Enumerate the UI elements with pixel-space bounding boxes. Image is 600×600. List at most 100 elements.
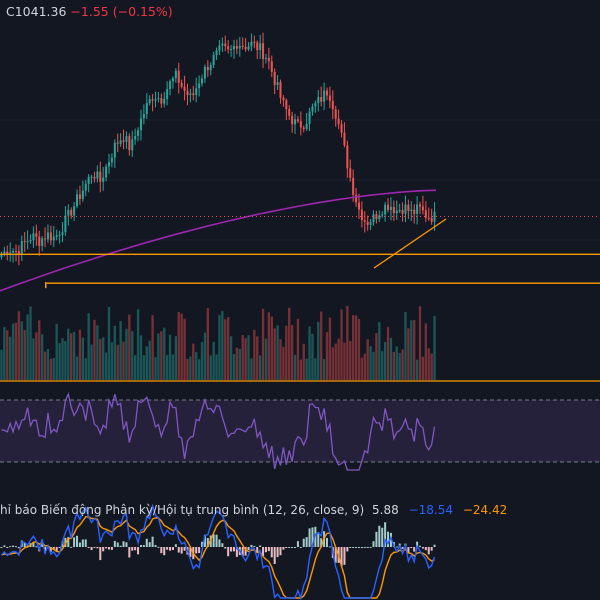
- macd-hist-32: [93, 546, 96, 548]
- macd-hist-92: [267, 547, 270, 552]
- volume-bar-138: [401, 349, 404, 380]
- candle-body-29: [84, 183, 87, 191]
- macd-hist-105: [305, 537, 308, 547]
- volume-bar-0: [0, 349, 3, 380]
- candle-body-104: [302, 127, 305, 129]
- volume-bar-68: [197, 359, 201, 380]
- candle-body-138: [401, 210, 404, 214]
- candle-body-24: [70, 209, 73, 216]
- candle-body-16: [46, 232, 49, 240]
- volume-bar-106: [308, 326, 311, 380]
- volume-bar-22: [64, 341, 67, 380]
- volume-bar-8: [23, 330, 26, 380]
- volume-bar-49: [142, 355, 146, 380]
- volume-bar-143: [415, 359, 419, 380]
- candle-body-127: [369, 222, 372, 225]
- candle-body-141: [410, 209, 413, 211]
- macd-hist-78: [227, 547, 230, 557]
- volume-bar-17: [49, 358, 53, 380]
- macd-hist-49: [142, 545, 145, 547]
- candle-body-96: [279, 82, 282, 98]
- macd-hist-2: [6, 547, 9, 548]
- macd-hist-50: [145, 538, 148, 547]
- volume-bar-18: [52, 358, 55, 380]
- macd-hist-125: [363, 547, 366, 548]
- candle-body-110: [320, 96, 323, 102]
- candle-body-144: [418, 204, 422, 207]
- volume-bar-127: [369, 346, 372, 380]
- candle-body-28: [81, 190, 84, 199]
- macd-hist-6: [17, 547, 20, 549]
- candle-body-69: [200, 78, 204, 84]
- volume-bar-94: [273, 328, 276, 380]
- candle-body-87: [253, 41, 256, 43]
- candle-body-62: [180, 82, 183, 87]
- macd-hist-86: [250, 544, 253, 547]
- candle-body-139: [404, 204, 407, 214]
- volume-bar-4: [11, 323, 15, 380]
- volume-bar-71: [206, 308, 209, 380]
- candle-body-54: [157, 98, 160, 100]
- volume-bar-121: [351, 315, 355, 380]
- macd-hist-68: [198, 547, 201, 553]
- volume-bar-86: [250, 358, 253, 380]
- candle-body-18: [52, 236, 55, 241]
- volume-bar-50: [145, 346, 148, 380]
- volume-bar-12: [35, 332, 38, 380]
- candle-body-68: [198, 83, 201, 89]
- volume-bar-147: [427, 348, 430, 380]
- macd-hist-34: [99, 547, 102, 561]
- macd-hist-43: [125, 542, 128, 547]
- macd-hist-101: [294, 547, 297, 548]
- volume-bar-19: [55, 323, 58, 380]
- macd-hist-41: [119, 545, 122, 547]
- candle-body-149: [433, 211, 436, 222]
- volume-bar-45: [131, 331, 134, 380]
- volume-bar-54: [157, 333, 160, 380]
- macd-hist-115: [334, 547, 337, 563]
- macd-hist-130: [378, 525, 381, 547]
- volume-bar-129: [375, 333, 378, 380]
- candle-body-17: [49, 232, 52, 241]
- candle-body-67: [195, 88, 198, 96]
- candle-body-58: [169, 81, 172, 90]
- volume-bar-14: [40, 334, 44, 380]
- volume-bar-32: [93, 319, 96, 380]
- candle-body-77: [224, 43, 227, 47]
- candle-body-79: [230, 49, 233, 51]
- candle-body-122: [355, 194, 358, 203]
- candle-body-47: [137, 130, 140, 136]
- macd-hist-70: [203, 534, 206, 547]
- volume-bar-96: [279, 339, 282, 380]
- candle-body-5: [14, 251, 18, 253]
- support-level-2-tick: [45, 282, 47, 289]
- candle-body-20: [58, 234, 61, 236]
- macd-hist-90: [262, 547, 265, 557]
- candle-body-34: [99, 171, 102, 182]
- candle-body-100: [291, 115, 294, 125]
- macd-hist-97: [282, 547, 285, 550]
- volume-bar-34: [99, 338, 102, 380]
- close-value: 1041.36: [14, 4, 67, 19]
- volume-bar-81: [235, 347, 239, 380]
- volume-bar-41: [119, 321, 122, 380]
- volume-bar-69: [200, 342, 204, 380]
- macd-hist-11: [32, 542, 35, 547]
- macd-hist-113: [328, 546, 331, 548]
- volume-bar-20: [58, 343, 61, 380]
- volume-bar-85: [247, 335, 250, 380]
- macd-hist-121: [352, 547, 355, 548]
- candle-body-133: [387, 204, 390, 210]
- macd-hist-65: [189, 547, 192, 557]
- candle-body-45: [131, 139, 134, 151]
- volume-bar-73: [212, 341, 215, 380]
- candle-body-109: [317, 96, 320, 104]
- macd-hist-144: [418, 545, 422, 547]
- volume-bar-29: [84, 358, 87, 380]
- candle-body-2: [6, 251, 9, 256]
- volume-bar-136: [395, 346, 398, 380]
- candle-body-66: [192, 93, 195, 96]
- macd-hist-134: [389, 532, 392, 547]
- candle-body-39: [113, 142, 116, 158]
